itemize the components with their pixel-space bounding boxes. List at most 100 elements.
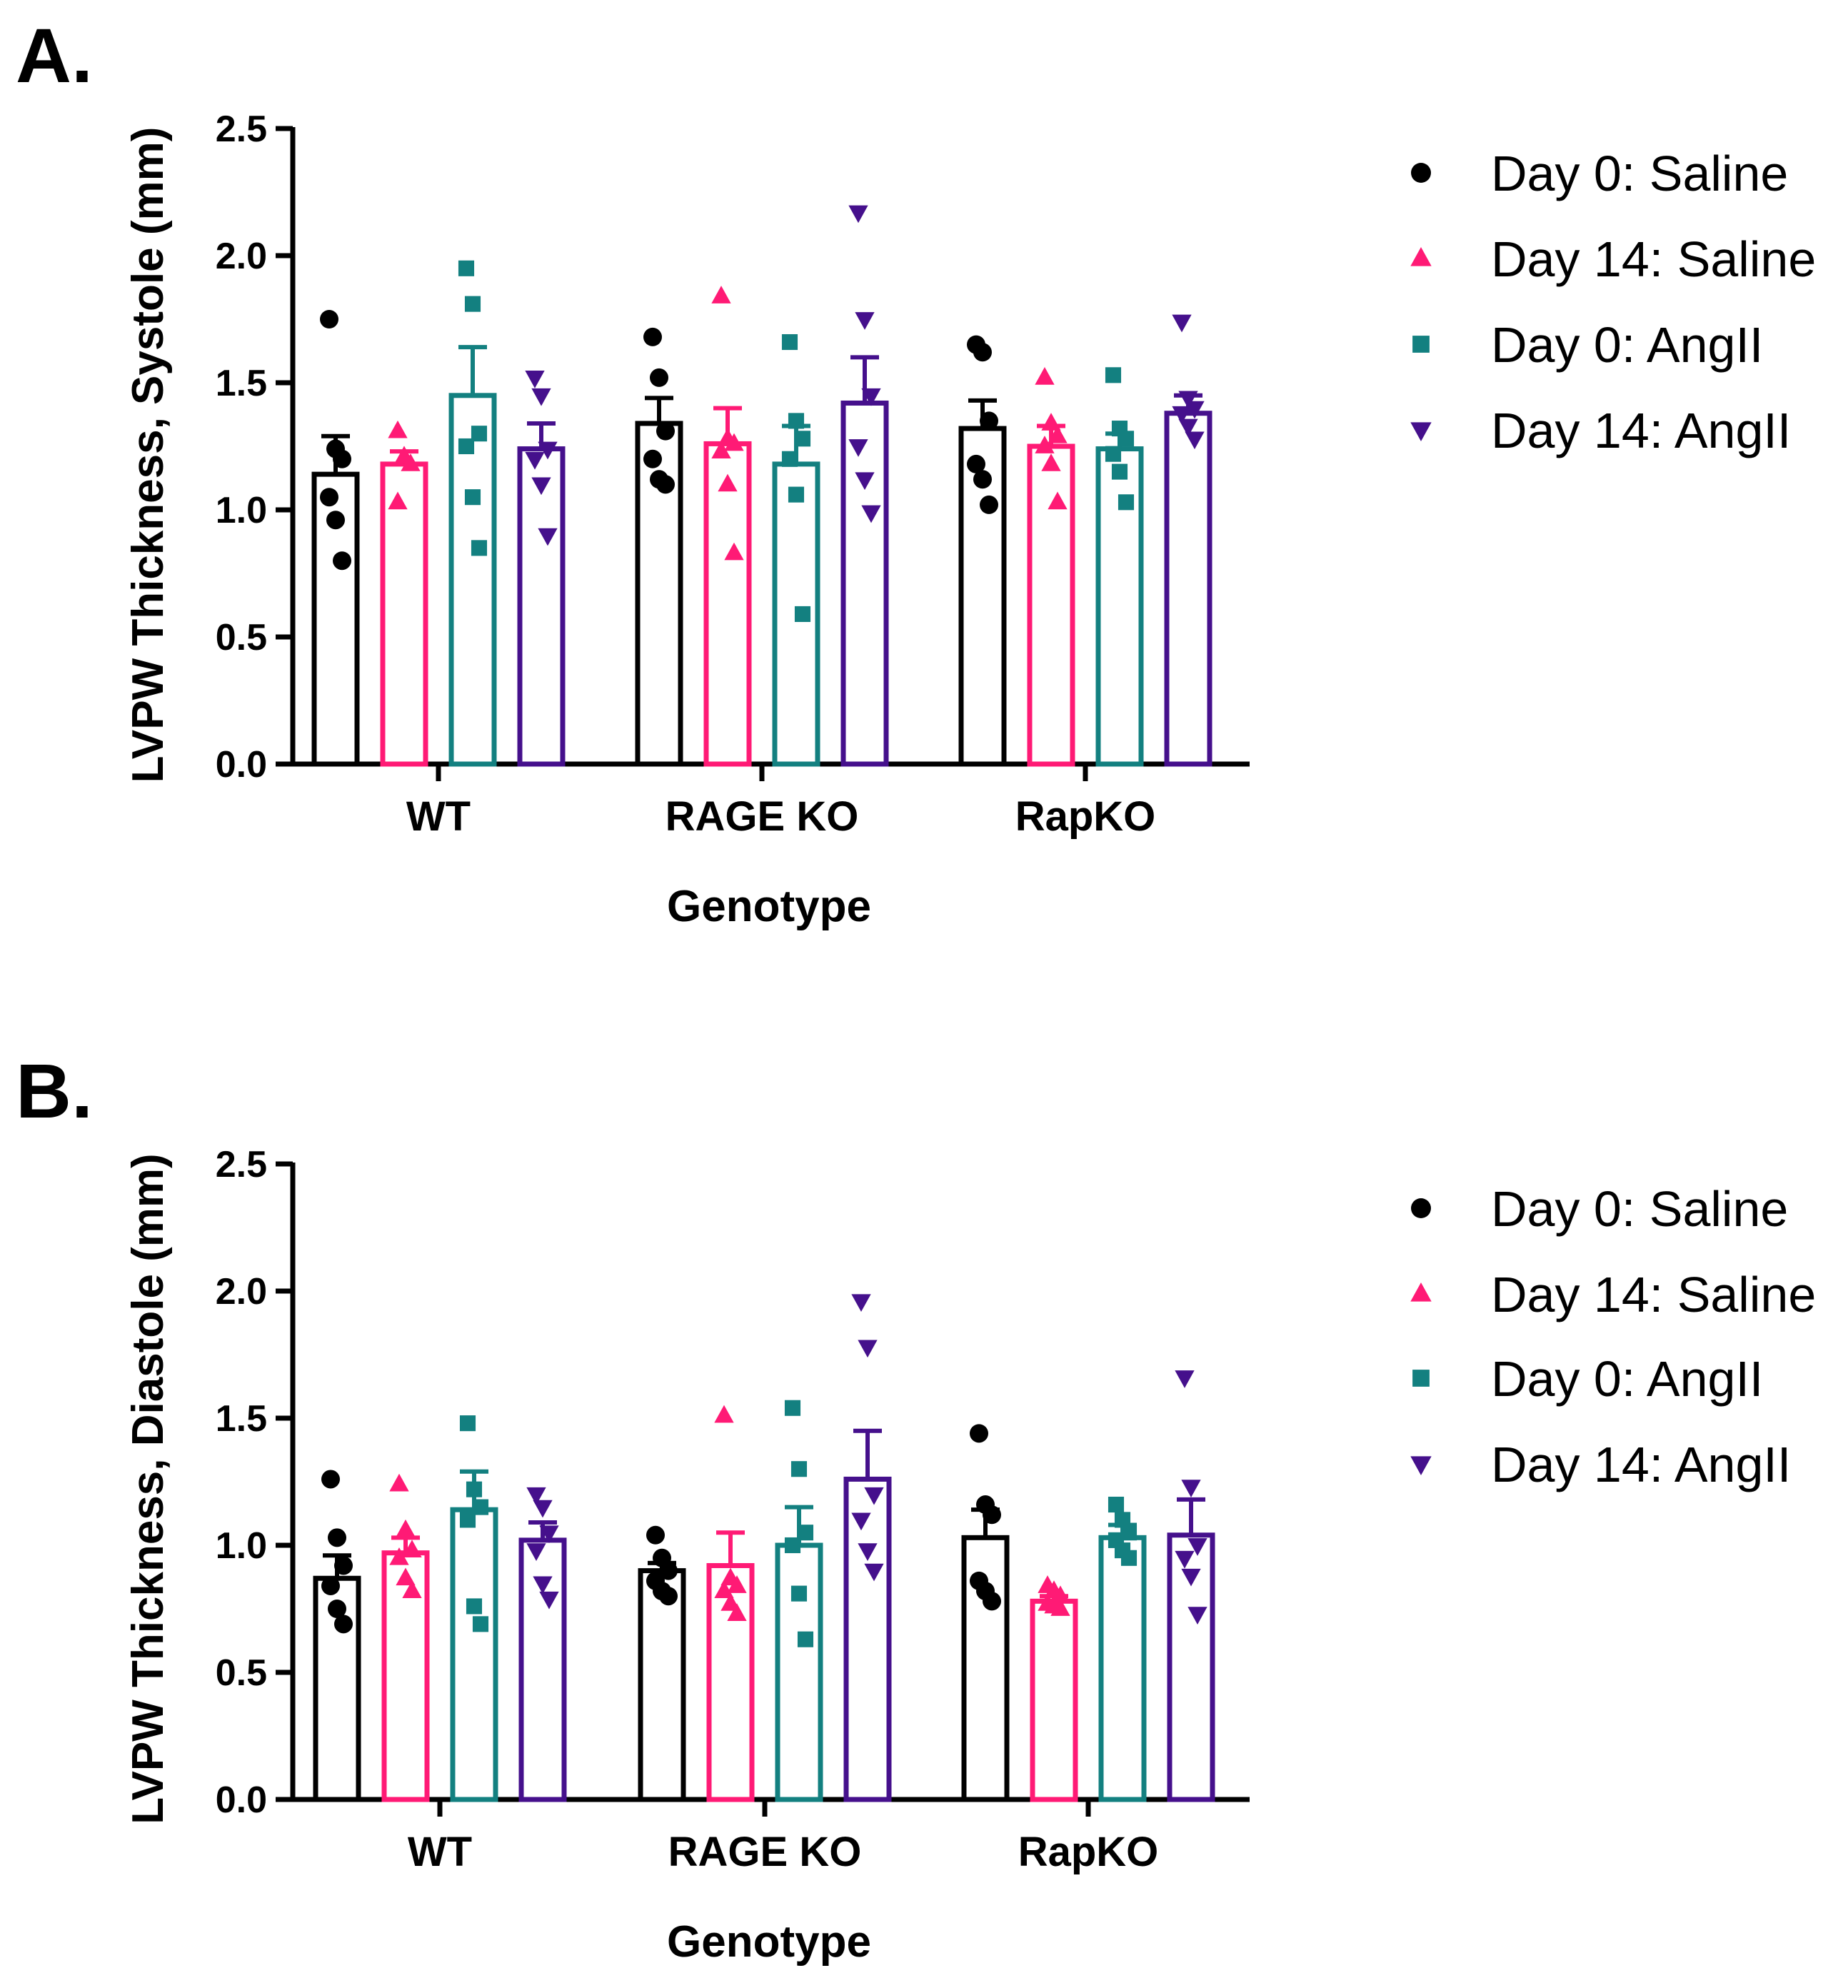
panel-a-data-point — [1172, 314, 1192, 333]
panel-b-data-point — [472, 1616, 489, 1632]
panel-a-bar — [1027, 443, 1075, 767]
panel-b-data-point — [1050, 1598, 1070, 1616]
panel-b-data-point — [784, 1400, 801, 1416]
panel-b-legend-marker — [1410, 1282, 1432, 1302]
panel-a-data-point — [458, 438, 475, 455]
panel-a-data-point — [333, 551, 351, 571]
panel-b-data-point — [970, 1424, 988, 1443]
panel-a-legend-marker — [1412, 336, 1430, 353]
panel-b-bar — [775, 1542, 823, 1802]
panel-a-data-point — [1185, 401, 1205, 419]
panel-b-y-tick-label: 0.5 — [216, 1652, 267, 1694]
panel-b-data-point — [1187, 1538, 1207, 1556]
panel-a-data-point — [458, 260, 475, 276]
panel-b-label: B. — [16, 1048, 93, 1134]
panel-a-data-point — [1035, 436, 1055, 453]
panel-b-data-point — [1181, 1480, 1201, 1497]
panel-a-data-point — [1111, 463, 1128, 480]
panel-b-data-point — [864, 1487, 884, 1505]
panel-b-data-point — [797, 1525, 814, 1541]
panel-a-data-point — [333, 449, 351, 468]
panel-a-data-point — [643, 327, 662, 346]
panel-a-data-point — [788, 413, 805, 429]
panel-b-y-tick-label: 2.0 — [216, 1271, 267, 1312]
panel-b-data-point — [983, 1592, 1001, 1611]
panel-a-data-point — [471, 540, 488, 556]
panel-b-data-point — [334, 1556, 353, 1575]
panel-a-data-point — [525, 451, 545, 470]
panel-b-bar — [1098, 1535, 1147, 1802]
panel-b-data-point — [727, 1575, 747, 1593]
panel-b-data-point — [466, 1598, 483, 1615]
panel-b-data-point — [334, 1615, 353, 1634]
panel-a-x-tick-label: RAGE KO — [666, 793, 859, 840]
panel-b-data-point — [727, 1603, 747, 1621]
panel-b-data-point — [321, 1576, 340, 1595]
panel-a-data-point — [326, 511, 345, 530]
panel-a-data-point — [848, 439, 868, 457]
panel-a-data-point — [1105, 367, 1122, 383]
panel-a-legend-label: Day 14: AngII — [1491, 403, 1791, 458]
panel-b-data-point — [533, 1576, 553, 1595]
panel-a-data-point — [1048, 491, 1068, 510]
panel-b-legend-label: Day 14: AngII — [1491, 1437, 1791, 1492]
panel-a-data-point — [320, 310, 338, 328]
panel-b-bar — [381, 1550, 430, 1802]
panel-a-plot-area: 0.0 0.5 1.0 1.5 2.0 2.5 WT RAGE KO RapKO — [216, 109, 1250, 840]
panel-b-x-tick-label: RAGE KO — [668, 1829, 862, 1875]
panel-b-data-point — [1175, 1370, 1195, 1388]
panel-b-data-point — [659, 1587, 678, 1606]
panel-a-data-point — [1048, 425, 1068, 443]
panel-b-data-point — [539, 1525, 559, 1544]
panel-b-x-tick-label: RapKO — [1018, 1829, 1159, 1875]
panel-b-data-point — [864, 1563, 884, 1582]
panel-b-data-point — [790, 1461, 808, 1477]
panel-b-data-point — [402, 1580, 422, 1598]
panel-a-label: A. — [16, 12, 93, 99]
panel-a-data-point — [861, 388, 881, 406]
panel-b-bar — [843, 1476, 892, 1802]
panel-b-data-point — [784, 1537, 801, 1554]
panel-a-data-point — [538, 528, 558, 546]
panel-b-data-point — [396, 1519, 416, 1537]
panel-a-legend-marker — [1410, 247, 1432, 266]
panel-a-y-tick-label: 1.5 — [216, 363, 267, 404]
panel-a-data-point — [973, 470, 992, 489]
panel-b-data-point — [472, 1499, 489, 1515]
panel-a-data-point — [711, 441, 731, 458]
panel-b-data-point — [459, 1415, 476, 1432]
panel-a-data-point — [1178, 391, 1198, 409]
panel-a-data-point — [650, 368, 668, 387]
panel-a-data-point — [861, 505, 881, 523]
panel-a-data-point — [794, 431, 811, 447]
panel-b-data-point — [983, 1505, 1001, 1525]
panel-b-x-tick-label: WT — [408, 1829, 472, 1875]
panel-a-x-axis-title: Genotype — [667, 882, 871, 931]
panel-b-data-point — [1120, 1525, 1138, 1541]
panel-a-data-point — [781, 333, 798, 351]
panel-b-data-point — [328, 1528, 346, 1547]
panel-a-data-point — [1041, 453, 1061, 471]
panel-b-bar — [1030, 1598, 1078, 1802]
panel-a-bar — [1164, 411, 1212, 767]
panel-b-legend-marker — [1410, 1456, 1432, 1475]
panel-b-bar — [638, 1568, 686, 1802]
panel-a-data-point — [1035, 367, 1055, 385]
panel-a-y-tick-label: 1.0 — [216, 490, 267, 531]
panel-a-legend-label: Day 0: Saline — [1491, 146, 1788, 201]
panel-b-data-point — [1108, 1496, 1125, 1513]
panel-a-legend-marker — [1411, 163, 1431, 183]
panel-b-data-point — [714, 1580, 734, 1598]
panel-a-data-point — [724, 433, 744, 451]
panel-b-legend-marker — [1411, 1198, 1431, 1218]
panel-b-y-tick-label: 1.0 — [216, 1525, 267, 1567]
panel-a-bar — [517, 446, 566, 767]
panel-a-data-point — [1041, 413, 1061, 431]
panel-a-y-tick-label: 2.0 — [216, 236, 267, 277]
panel-a-data-point — [781, 451, 798, 467]
panel-a-data-point — [401, 453, 421, 471]
panel-b-data-point — [1181, 1568, 1201, 1587]
panel-b-data-point — [659, 1561, 678, 1580]
panel-b-data-point — [396, 1567, 416, 1586]
